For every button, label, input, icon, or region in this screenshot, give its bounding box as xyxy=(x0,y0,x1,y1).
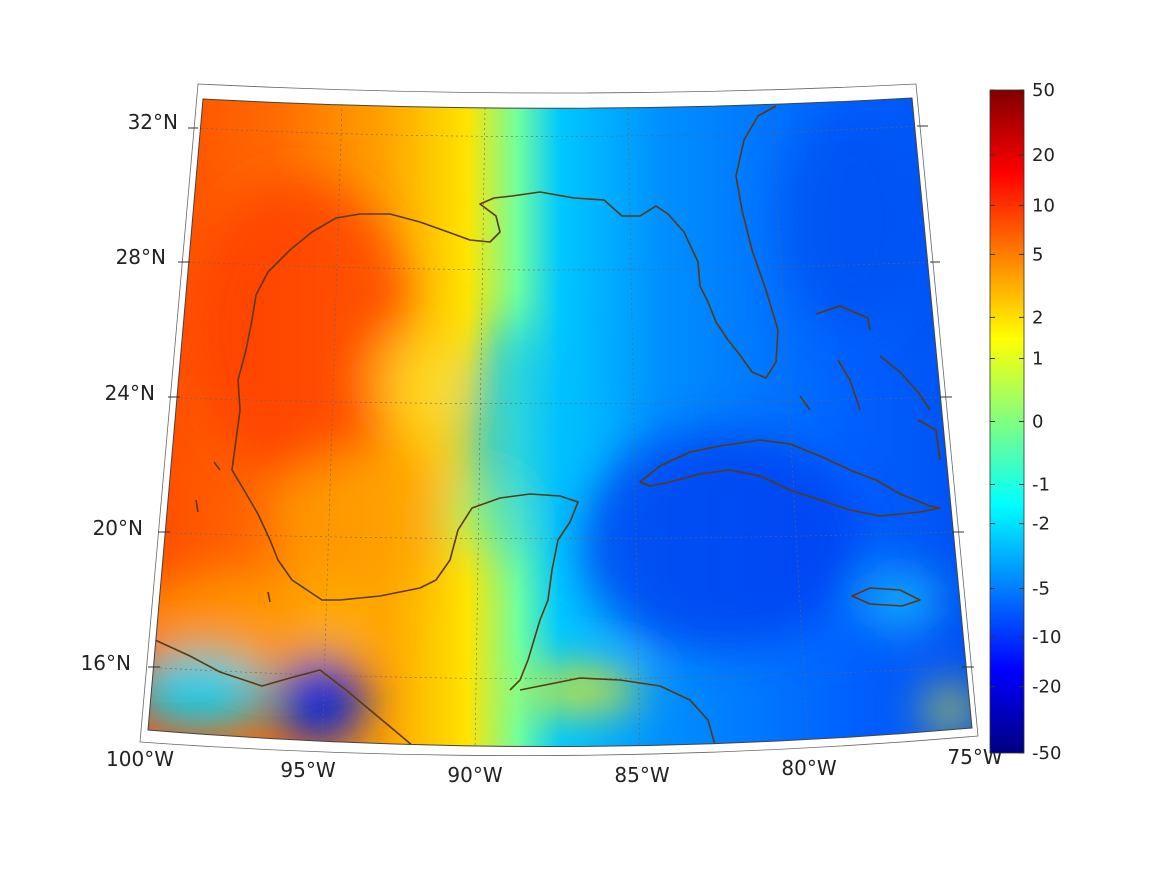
lat-label-16n: 16°N xyxy=(81,651,131,675)
lon-label-95w: 95°W xyxy=(280,758,335,782)
lat-label-20n: 20°N xyxy=(93,516,143,540)
colorbar-tick-label: 10 xyxy=(1032,195,1055,216)
colorbar-tick-label: -50 xyxy=(1032,743,1061,764)
colorbar-tick-label: 50 xyxy=(1032,80,1055,101)
latitude-labels: 32°N 28°N 24°N 20°N 16°N xyxy=(81,110,178,675)
honduras-coast xyxy=(519,677,716,746)
mexico-gulf-coast xyxy=(231,439,579,691)
colorbar-tick-label: 1 xyxy=(1032,349,1043,370)
colorbar-tick-label: 2 xyxy=(1032,307,1043,328)
colorbar-tick-label: -20 xyxy=(1032,677,1061,698)
lat-label-32n: 32°N xyxy=(128,110,178,134)
map-frame-outer xyxy=(139,83,979,757)
lon-label-85w: 85°W xyxy=(614,763,669,787)
frame-ticks xyxy=(148,125,974,668)
lon-label-100w: 100°W xyxy=(106,747,174,771)
gulf-coast-north xyxy=(235,105,779,441)
hispaniola xyxy=(917,419,941,461)
lat-label-24n: 24°N xyxy=(105,381,155,405)
colorbar-tick-label: 20 xyxy=(1032,145,1055,166)
colorbar-tick-label: -5 xyxy=(1032,579,1050,600)
graticule xyxy=(159,103,963,747)
lon-label-90w: 90°W xyxy=(447,763,502,787)
colorbar-tick-label: -10 xyxy=(1032,627,1061,648)
bahamas xyxy=(799,305,931,411)
yucatan-islands xyxy=(195,461,271,603)
colorbar-tick-label: 0 xyxy=(1032,412,1043,433)
jamaica xyxy=(851,587,921,607)
lat-label-28n: 28°N xyxy=(116,245,166,269)
colorbar xyxy=(989,89,1025,754)
colorbar-tick-label: 5 xyxy=(1032,244,1043,265)
data-field xyxy=(148,98,972,747)
map-frame xyxy=(147,97,973,748)
colorbar-tick-label: -2 xyxy=(1032,514,1050,535)
lon-label-80w: 80°W xyxy=(781,756,836,780)
colorbar-tick-label: -1 xyxy=(1032,474,1050,495)
longitude-labels: 100°W 95°W 90°W 85°W 80°W 75°W xyxy=(106,745,1003,787)
central-america xyxy=(154,639,421,747)
coastlines xyxy=(154,105,941,747)
cuba xyxy=(639,439,941,517)
